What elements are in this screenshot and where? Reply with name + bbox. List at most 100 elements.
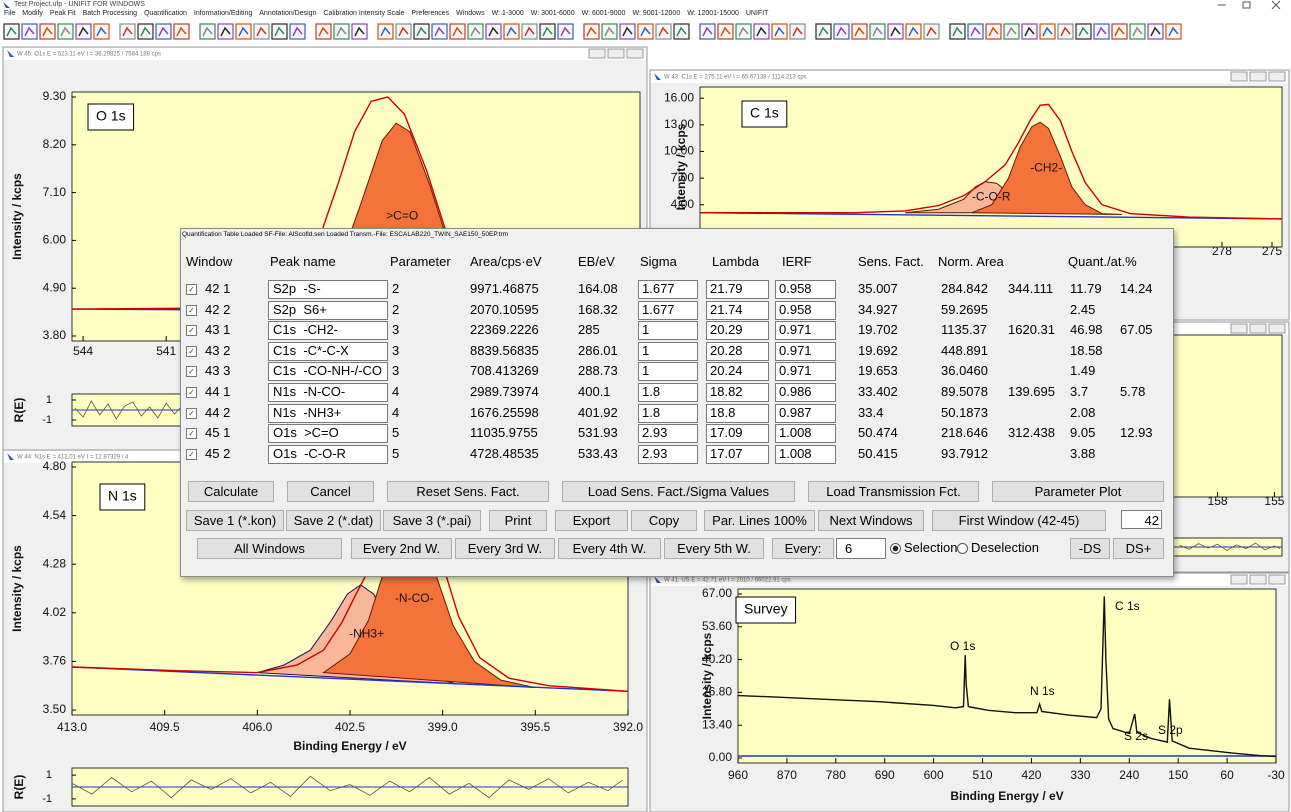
button[interactable]: Reset Sens. Fact.: [387, 481, 549, 502]
input-box[interactable]: [268, 300, 388, 320]
toolbar-button[interactable]: [771, 23, 788, 40]
toolbar-button[interactable]: [137, 23, 154, 40]
button[interactable]: -DS: [1070, 538, 1110, 559]
toolbar-button[interactable]: [815, 23, 832, 40]
input-box[interactable]: [638, 362, 698, 382]
button[interactable]: Par. Lines 100%: [704, 510, 815, 531]
input-box[interactable]: [775, 424, 836, 444]
input-box[interactable]: [268, 362, 388, 382]
toolbar-button[interactable]: [93, 23, 110, 40]
panel-control[interactable]: [1249, 323, 1267, 334]
row-checkbox[interactable]: ✓: [186, 284, 197, 295]
input-box[interactable]: [638, 341, 698, 361]
toolbar-button[interactable]: [985, 23, 1002, 40]
input-box[interactable]: [638, 280, 698, 299]
input-box[interactable]: [706, 362, 769, 382]
toolbar-button[interactable]: [887, 23, 904, 40]
button[interactable]: Calculate: [188, 481, 274, 502]
input-box[interactable]: [706, 444, 769, 464]
button[interactable]: Next Windows: [818, 510, 924, 531]
input-box[interactable]: [706, 424, 769, 444]
menu-item[interactable]: Annotation/Design: [259, 10, 317, 17]
toolbar-button[interactable]: [315, 23, 332, 40]
toolbar-button[interactable]: [1147, 23, 1164, 40]
toolbar-button[interactable]: [619, 23, 636, 40]
toolbar-button[interactable]: [3, 23, 20, 40]
input-box[interactable]: [775, 403, 836, 423]
toolbar-button[interactable]: [351, 23, 368, 40]
input-box[interactable]: [268, 341, 388, 361]
panel-control[interactable]: [1249, 574, 1267, 585]
input-box[interactable]: [638, 444, 698, 464]
input-box[interactable]: [775, 362, 836, 382]
toolbar-button[interactable]: [637, 23, 654, 40]
input-box[interactable]: [775, 321, 836, 341]
input-box[interactable]: [268, 444, 388, 464]
row-checkbox[interactable]: ✓: [186, 304, 197, 316]
toolbar-button[interactable]: [1129, 23, 1146, 40]
row-checkbox[interactable]: ✓: [186, 448, 197, 460]
toolbar-button[interactable]: [967, 23, 984, 40]
toolbar-button[interactable]: [1039, 23, 1056, 40]
first-window-input[interactable]: 42: [1121, 510, 1162, 529]
row-checkbox[interactable]: ✓: [186, 428, 197, 440]
toolbar-button[interactable]: [449, 23, 466, 40]
button[interactable]: Cancel: [287, 481, 374, 502]
toolbar-button[interactable]: [289, 23, 306, 40]
panel-control[interactable]: [1249, 71, 1267, 82]
radio-label[interactable]: Deselection: [971, 540, 1039, 555]
button[interactable]: First Window (42-45): [932, 510, 1106, 531]
button[interactable]: DS+: [1113, 538, 1164, 559]
menu-item[interactable]: Preferences: [411, 10, 450, 17]
menu-item[interactable]: W: 12001-15000: [687, 10, 739, 17]
row-checkbox[interactable]: ✓: [186, 407, 197, 419]
toolbar-button[interactable]: [717, 23, 734, 40]
input-box[interactable]: [775, 300, 836, 320]
button[interactable]: Every 3rd W.: [455, 538, 555, 559]
button[interactable]: Export: [555, 510, 628, 531]
input-box[interactable]: [706, 341, 769, 361]
row-checkbox[interactable]: ✓: [186, 387, 197, 398]
panel-control[interactable]: [607, 48, 625, 59]
row-checkbox[interactable]: ✓: [186, 366, 197, 378]
button[interactable]: Every 4th W.: [558, 538, 661, 559]
input-box[interactable]: [775, 383, 836, 402]
input-box[interactable]: [706, 300, 769, 320]
menu-item[interactable]: Peak Fit: [49, 10, 76, 17]
panel-control[interactable]: [626, 48, 644, 59]
input-box[interactable]: [775, 341, 836, 361]
toolbar-button[interactable]: [75, 23, 92, 40]
button[interactable]: Print: [489, 510, 547, 531]
button[interactable]: Load Transmission Fct.: [808, 481, 979, 502]
toolbar-button[interactable]: [39, 23, 56, 40]
every-input[interactable]: 6: [836, 538, 886, 559]
toolbar-button[interactable]: [235, 23, 252, 40]
toolbar-button[interactable]: [1075, 23, 1092, 40]
menu-item[interactable]: Windows: [456, 10, 485, 17]
toolbar-button[interactable]: [155, 23, 172, 40]
toolbar-button[interactable]: [57, 23, 74, 40]
toolbar-button[interactable]: [413, 23, 430, 40]
toolbar-button[interactable]: [199, 23, 216, 40]
toolbar-button[interactable]: [583, 23, 600, 40]
toolbar-button[interactable]: [869, 23, 886, 40]
toolbar-button[interactable]: [1165, 23, 1182, 40]
panel-control[interactable]: [1268, 574, 1286, 585]
toolbar-button[interactable]: [699, 23, 716, 40]
input-box[interactable]: [268, 403, 388, 423]
menu-item[interactable]: W: 9001-12000: [632, 10, 681, 17]
input-box[interactable]: [638, 321, 698, 341]
toolbar-button[interactable]: [119, 23, 136, 40]
toolbar-button[interactable]: [467, 23, 484, 40]
radio-label[interactable]: Selection: [904, 540, 958, 555]
button[interactable]: All Windows: [197, 538, 342, 559]
panel-control[interactable]: [588, 48, 606, 59]
menu-item[interactable]: W: 1-3000: [491, 10, 524, 17]
toolbar-button[interactable]: [557, 23, 574, 40]
toolbar-button[interactable]: [1057, 23, 1074, 40]
button[interactable]: Every:: [772, 538, 834, 559]
toolbar-button[interactable]: [1093, 23, 1110, 40]
button[interactable]: Parameter Plot: [992, 481, 1164, 502]
toolbar-button[interactable]: [601, 23, 618, 40]
input-box[interactable]: [706, 321, 769, 341]
